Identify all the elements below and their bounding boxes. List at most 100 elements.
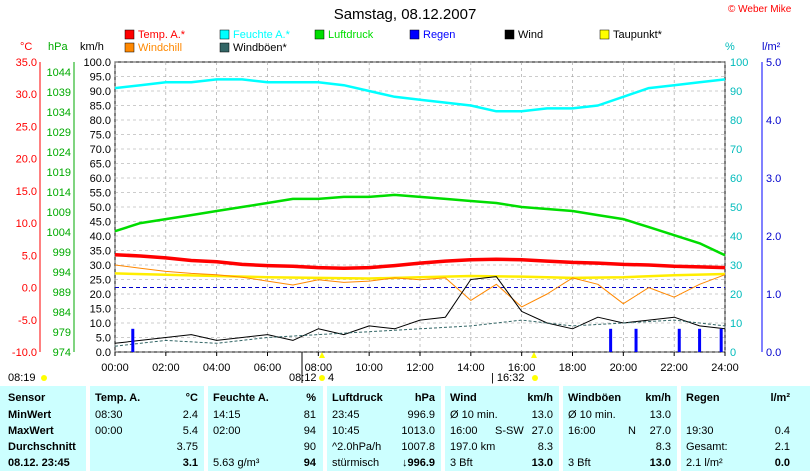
table-cell-g-lab: 16:00 xyxy=(568,425,596,437)
pressure-tick-label: 1039 xyxy=(47,87,71,99)
hdr-press: Luftdruck xyxy=(332,392,383,404)
wind-tick-label: 25.0 xyxy=(90,275,111,287)
wind-tick-label: 60.0 xyxy=(90,173,111,185)
table-cell-w-lab: Ø 10 min. xyxy=(450,409,498,421)
table-cell-r-val: 0.4 xyxy=(774,425,790,437)
series-line xyxy=(114,319,726,347)
table-cell-r-lab: 19:30 xyxy=(686,425,714,437)
table-cell-p-val: 1007.8 xyxy=(401,441,435,453)
table-cell-t-val: 3.1 xyxy=(182,457,198,469)
hdr-temp-unit: °C xyxy=(185,392,198,404)
wind-tick-label: 0.0 xyxy=(96,347,111,359)
chart-title: Samstag, 08.12.2007 xyxy=(333,6,477,23)
col-sep xyxy=(323,386,327,471)
table-cell-h-val: 90 xyxy=(303,441,316,453)
humidity-tick-label: 100 xyxy=(730,57,748,69)
x-tick-label: 16:00 xyxy=(508,362,536,374)
series-line xyxy=(114,78,726,113)
legend-label: Taupunkt* xyxy=(613,29,663,41)
legend-swatch xyxy=(409,29,420,40)
table-cell-p-time: 10:45 xyxy=(332,425,360,437)
wind-tick-label: 20.0 xyxy=(90,289,111,301)
temp-tick-label: 20.0 xyxy=(16,154,37,166)
table-cell-t-val: 5.4 xyxy=(182,425,198,437)
table-cell-w-val: 13.0 xyxy=(531,409,553,421)
temp-tick-label: 30.0 xyxy=(16,89,37,101)
table-cell-w-lab: 3 Bft xyxy=(450,457,473,469)
temp-tick-label: 10.0 xyxy=(16,218,37,230)
pressure-tick-label: 1009 xyxy=(47,207,71,219)
wind-tick-label: 65.0 xyxy=(90,159,111,171)
wind-tick-label: 55.0 xyxy=(90,188,111,200)
temp-tick-label: 35.0 xyxy=(16,57,37,69)
sun-mid-time: 08:12 xyxy=(289,372,317,384)
humidity-tick-label: 50 xyxy=(730,202,742,214)
table-cell-p-val: 996.9 xyxy=(407,409,435,421)
col-sep xyxy=(86,386,90,471)
moon-icon xyxy=(319,375,325,381)
legend-swatch xyxy=(219,29,230,40)
series-line xyxy=(114,193,726,257)
temp-tick-label: 0.0 xyxy=(22,283,37,295)
rain-tick-label: 1.0 xyxy=(766,289,781,301)
col-sep xyxy=(204,386,208,471)
wind-tick-label: 45.0 xyxy=(90,217,111,229)
legend-label: Luftdruck xyxy=(328,29,374,41)
legend-label: Feuchte A.* xyxy=(233,29,291,41)
wind-tick-label: 15.0 xyxy=(90,304,111,316)
moon-phase: 4 xyxy=(328,372,334,384)
hdr-gust: Windböen xyxy=(568,392,622,404)
pressure-tick-label: 1034 xyxy=(47,107,71,119)
wind-tick-label: 70.0 xyxy=(90,144,111,156)
humidity-tick-label: 40 xyxy=(730,231,742,243)
x-tick-label: 08:00 xyxy=(305,362,333,374)
table-cell-g-val: 13.0 xyxy=(649,457,671,469)
sunset-icon xyxy=(532,375,538,381)
table-cell-p-val: ↓996.9 xyxy=(401,457,435,469)
table-cell-w-dir: S-SW xyxy=(495,425,524,437)
pressure-tick-label: 1024 xyxy=(47,147,71,159)
humidity-tick-label: 80 xyxy=(730,115,742,127)
table-cell-t-val: 2.4 xyxy=(182,409,198,421)
wind-tick-label: 5.0 xyxy=(96,333,111,345)
x-tick-label: 24:00 xyxy=(711,362,739,374)
sunset-arrow xyxy=(531,352,537,358)
table-cell-h-val: 94 xyxy=(303,425,316,437)
rain-bar xyxy=(677,328,681,352)
legend-swatch xyxy=(124,42,135,53)
hdr-hum: Feuchte A. xyxy=(213,392,269,404)
pressure-tick-label: 1019 xyxy=(47,167,71,179)
table-cell-w-val: 27.0 xyxy=(531,425,553,437)
hdr-sensor: Sensor xyxy=(8,392,46,404)
rain-tick-label: 4.0 xyxy=(766,115,781,127)
humidity-tick-label: 70 xyxy=(730,144,742,156)
rain-bar xyxy=(698,328,702,352)
weather-chart: 00:00 02:00 04:00 06:00 08:00 10:00 12:00 14:00… xyxy=(8,29,781,384)
hdr-wind-unit: km/h xyxy=(527,392,553,404)
rain-bar xyxy=(719,328,723,352)
humidity-tick-label: 0 xyxy=(730,347,736,359)
series-line xyxy=(114,272,726,280)
table-header-row: Sensor Temp. A. °C Feuchte A. % Luftdruc… xyxy=(0,391,810,406)
legend-swatch xyxy=(599,29,610,40)
table-cell-label: MaxWert xyxy=(8,425,54,437)
table-cell-h-val: 81 xyxy=(303,409,316,421)
copyright: © Weber Mike xyxy=(728,4,792,15)
table-cell-g-lab: 3 Bft xyxy=(568,457,591,469)
table-cell-w-val: 8.3 xyxy=(537,441,553,453)
pressure-tick-label: 989 xyxy=(53,287,71,299)
table-cell-r-val: 0.0 xyxy=(774,457,790,469)
wind-tick-label: 85.0 xyxy=(90,101,111,113)
hdr-rain: Regen xyxy=(686,392,720,404)
wind-tick-label: 75.0 xyxy=(90,130,111,142)
table-cell-p-time: stürmisch xyxy=(332,457,380,469)
table-cell-r-val xyxy=(760,408,790,423)
table-cell-h-time: 02:00 xyxy=(213,425,241,437)
wind-tick-label: 95.0 xyxy=(90,72,111,84)
table-cell-h-val: 94 xyxy=(303,457,316,469)
hdr-gust-unit: km/h xyxy=(645,392,671,404)
col-sep xyxy=(677,386,681,471)
legend-swatch xyxy=(124,29,135,40)
table-cell-t-val: 3.75 xyxy=(176,441,198,453)
legend-label: Windböen* xyxy=(233,42,288,54)
